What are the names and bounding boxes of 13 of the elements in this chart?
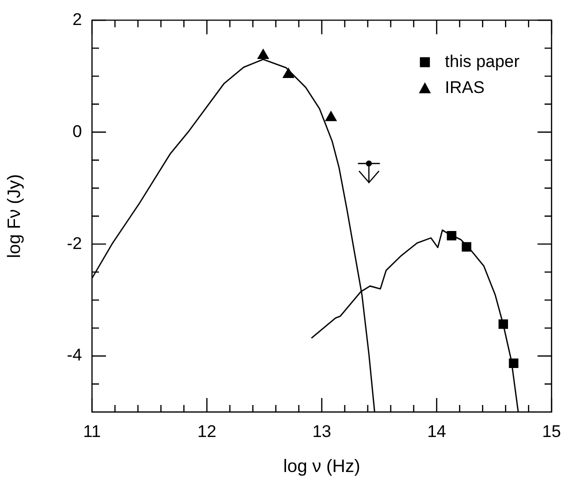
x-tick-label: 15: [542, 422, 562, 441]
y-axis-title: log Fν (Jy): [4, 174, 24, 258]
legend-label: IRAS: [444, 78, 485, 97]
x-tick-label: 12: [197, 422, 216, 441]
y-tick-label: 2: [72, 10, 82, 29]
y-tick-label: 0: [72, 122, 82, 141]
x-axis-title: log ν (Hz): [283, 456, 360, 476]
x-tick-label: 13: [312, 422, 332, 441]
legend-label: this paper: [444, 52, 520, 71]
y-tick-label: -4: [66, 346, 82, 365]
y-tick-label: -2: [66, 234, 82, 253]
x-tick-label: 11: [83, 422, 101, 441]
x-tick-label: 14: [427, 422, 446, 441]
